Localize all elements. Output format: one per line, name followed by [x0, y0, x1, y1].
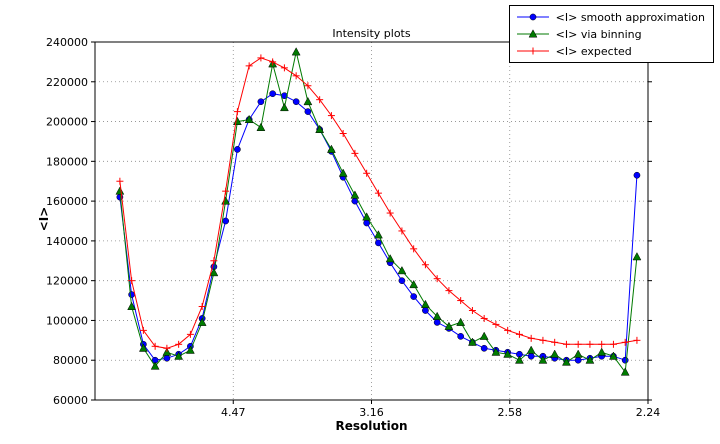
legend-item-via-binning: <I> via binning [515, 26, 705, 42]
svg-text:180000: 180000 [46, 155, 88, 168]
legend-label-smooth-approximation: <I> smooth approximation [555, 10, 705, 24]
legend-label-via-binning: <I> via binning [555, 27, 642, 41]
svg-text:220000: 220000 [46, 76, 88, 89]
series-2 [116, 54, 641, 352]
svg-text:160000: 160000 [46, 195, 88, 208]
svg-text:120000: 120000 [46, 275, 88, 288]
series-1 [115, 47, 642, 376]
svg-text:4.47: 4.47 [221, 406, 246, 419]
svg-text:240000: 240000 [46, 36, 88, 49]
y-axis-label: <I> [37, 206, 51, 232]
svg-text:100000: 100000 [46, 314, 88, 327]
svg-text:80000: 80000 [53, 354, 88, 367]
legend-sample-triangle-marker-icon [516, 29, 549, 38]
legend-item-expected: <I> expected [515, 43, 705, 59]
legend-sample-circle-marker-icon [516, 13, 549, 21]
svg-text:3.16: 3.16 [359, 406, 384, 419]
axis-ticks: 60000 80000 100000 120000 140000 160000 180000… [46, 36, 660, 419]
chart-title: Intensity plots [332, 27, 411, 40]
legend: <I> smooth approximation <I> via binning… [508, 5, 714, 63]
grid [95, 41, 649, 401]
svg-text:140000: 140000 [46, 235, 88, 248]
svg-text:2.24: 2.24 [636, 406, 661, 419]
svg-text:60000: 60000 [53, 394, 88, 407]
legend-item-smooth-approximation: <I> smooth approximation [515, 9, 705, 25]
svg-text:2.58: 2.58 [498, 406, 523, 419]
legend-label-expected: <I> expected [555, 44, 632, 58]
svg-text:200000: 200000 [46, 116, 88, 129]
legend-sample-plus-marker-icon [516, 47, 549, 55]
x-axis-label: Resolution [335, 419, 408, 433]
